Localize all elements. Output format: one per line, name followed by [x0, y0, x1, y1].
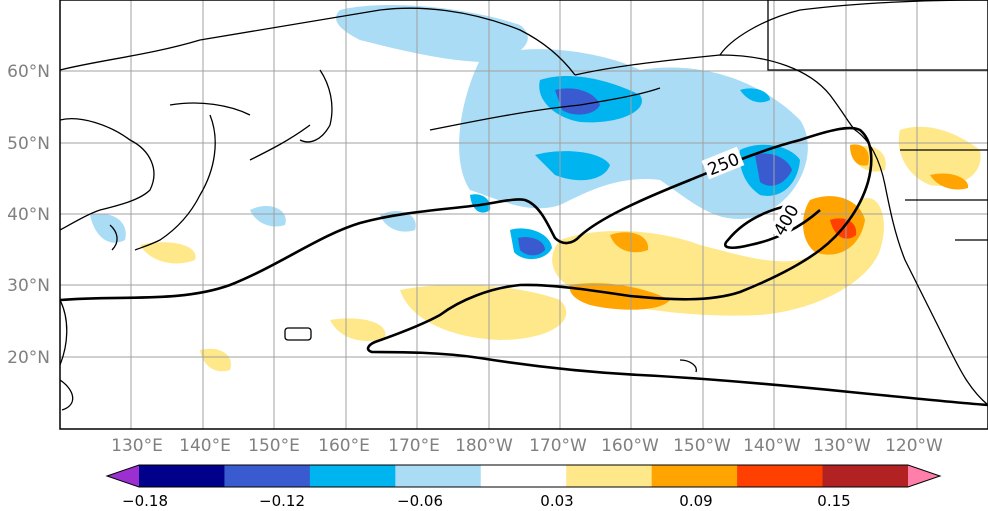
colorbar-tick-label: −0.12	[259, 492, 305, 510]
colorbar-segment	[480, 465, 567, 487]
colorbar	[105, 464, 942, 488]
colorbar-segment	[822, 465, 909, 487]
colorbar-tick-label: 0.15	[817, 492, 850, 510]
lon-label: 180°W	[455, 436, 513, 456]
lon-label: 170°W	[529, 436, 587, 456]
colorbar-segment	[309, 465, 396, 487]
colorbar-extend-min	[107, 465, 139, 487]
lon-label: 140°E	[179, 436, 231, 456]
lon-label: 130°E	[111, 436, 163, 456]
lon-label: 150°W	[673, 436, 731, 456]
shading-layer	[90, 5, 981, 372]
lat-label: 50°N	[7, 134, 50, 154]
colorbar-segment	[566, 465, 653, 487]
lon-label: 170°E	[388, 436, 440, 456]
coastlines	[60, 0, 988, 411]
graticule	[60, 0, 988, 429]
map-frame	[59, 0, 988, 430]
colorbar-outline	[105, 464, 942, 488]
lat-label: 20°N	[7, 348, 50, 368]
lon-label: 160°E	[318, 436, 370, 456]
colorbar-tick-label: 0.09	[679, 492, 712, 510]
lon-label: 120°W	[885, 436, 943, 456]
colorbar-segment	[737, 465, 824, 487]
colorbar-extend-max	[908, 465, 940, 487]
lat-label: 30°N	[7, 276, 50, 296]
lon-axis: 130°E 140°E 150°E 160°E 170°E 180°W 170°…	[111, 436, 943, 456]
colorbar-tick-label: −0.18	[122, 492, 168, 510]
lat-label: 40°N	[7, 205, 50, 225]
lat-label: 60°N	[7, 62, 50, 82]
colorbar-segment	[395, 465, 482, 487]
map-panel: 250 400	[60, 0, 988, 429]
lat-axis: 60°N 50°N 40°N 30°N 20°N	[7, 62, 50, 368]
lon-label: 160°W	[601, 436, 659, 456]
colorbar-segment	[139, 465, 225, 487]
colorbar-segment	[651, 465, 738, 487]
lon-label: 150°E	[248, 436, 300, 456]
lon-label: 140°W	[743, 436, 801, 456]
colorbar-tick-label: −0.06	[397, 492, 443, 510]
lon-label: 130°W	[813, 436, 871, 456]
colorbar-tick-label: 0.03	[540, 492, 573, 510]
colorbar-labels: −0.18 −0.12 −0.06 0.03 0.09 0.15	[122, 492, 851, 510]
contour-250	[60, 126, 988, 407]
colorbar-segment	[224, 465, 311, 487]
